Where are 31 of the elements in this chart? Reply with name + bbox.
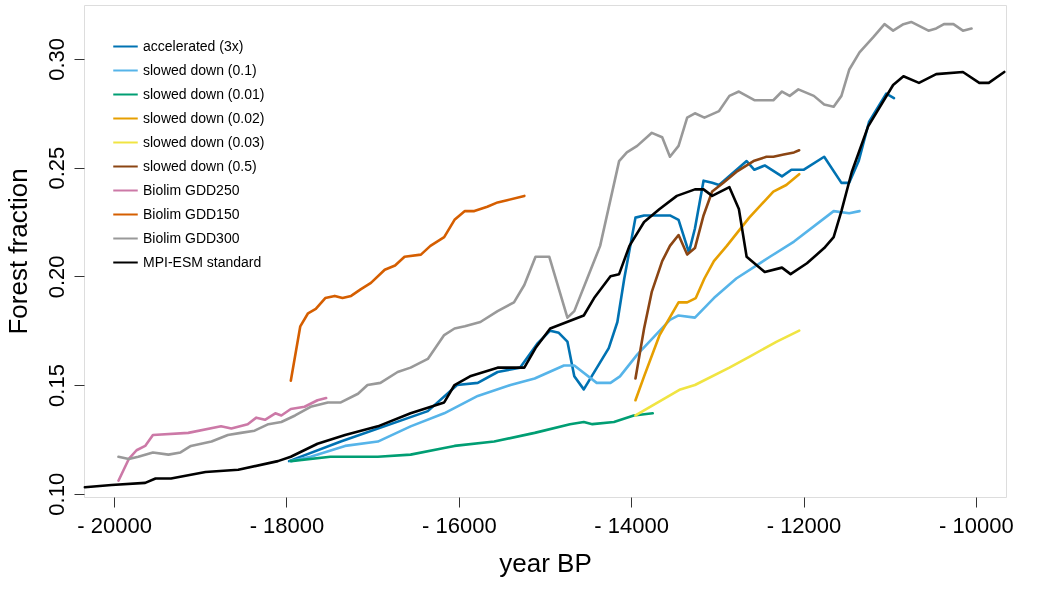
x-tick-label: - 18000 bbox=[249, 512, 325, 538]
legend-label: MPI-ESM standard bbox=[143, 253, 262, 270]
legend-label: slowed down (0.02) bbox=[143, 109, 265, 126]
x-axis-title: year BP bbox=[499, 547, 592, 578]
legend-label: accelerated (3x) bbox=[143, 37, 244, 54]
legend-label: Biolim GDD300 bbox=[143, 229, 240, 246]
line-series bbox=[289, 209, 861, 463]
line-series bbox=[117, 396, 328, 482]
line-series bbox=[634, 172, 801, 402]
x-tick-label: - 14000 bbox=[594, 512, 669, 538]
y-tick-label: 0.30 bbox=[43, 38, 69, 81]
y-axis-title: Forest fraction bbox=[2, 168, 33, 335]
x-tick-label: - 20000 bbox=[77, 512, 152, 538]
line-series bbox=[634, 148, 801, 380]
line-series bbox=[289, 412, 655, 463]
legend-label: slowed down (0.01) bbox=[143, 85, 265, 102]
y-tick-label: 0.25 bbox=[43, 146, 69, 190]
x-tick-label: - 16000 bbox=[422, 512, 497, 538]
legend-label: Biolim GDD250 bbox=[143, 181, 240, 198]
y-tick-label: 0.10 bbox=[43, 472, 69, 516]
legend-label: slowed down (0.03) bbox=[143, 133, 265, 150]
legend-label: Biolim GDD150 bbox=[143, 205, 240, 222]
legend-label: slowed down (0.5) bbox=[143, 157, 257, 174]
line-series bbox=[289, 194, 526, 382]
legend-label: slowed down (0.1) bbox=[143, 61, 257, 78]
y-tick-label: 0.20 bbox=[43, 255, 69, 299]
line-series bbox=[117, 20, 973, 461]
y-tick-label: 0.15 bbox=[43, 364, 69, 407]
x-tick-label: - 12000 bbox=[766, 512, 842, 538]
line-series bbox=[634, 329, 801, 417]
x-tick-label: - 10000 bbox=[939, 512, 1014, 538]
